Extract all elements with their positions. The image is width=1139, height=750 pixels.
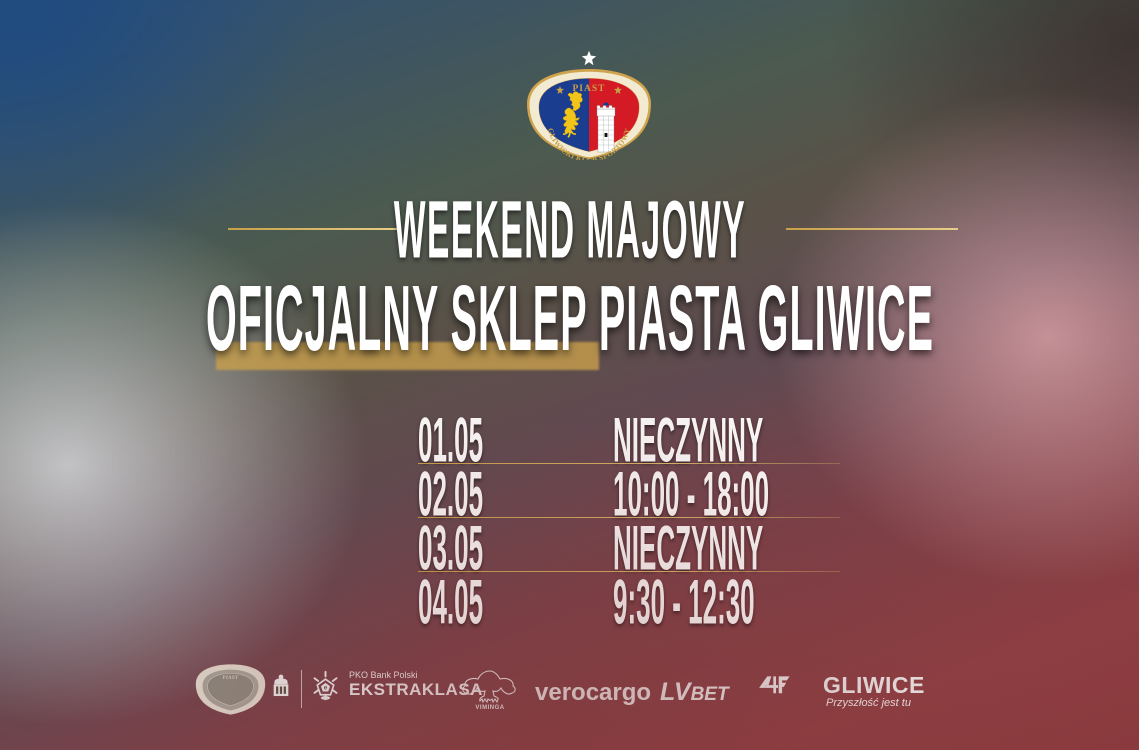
svg-text:VIMINGA: VIMINGA (475, 705, 504, 711)
svg-text:PIAST: PIAST (573, 84, 606, 94)
svg-text:GLIWICKI KLUB SPORTOWY: GLIWICKI KLUB SPORTOWY (546, 127, 632, 160)
svg-text:e: e (324, 685, 328, 692)
svg-text:PIAST: PIAST (223, 676, 239, 681)
